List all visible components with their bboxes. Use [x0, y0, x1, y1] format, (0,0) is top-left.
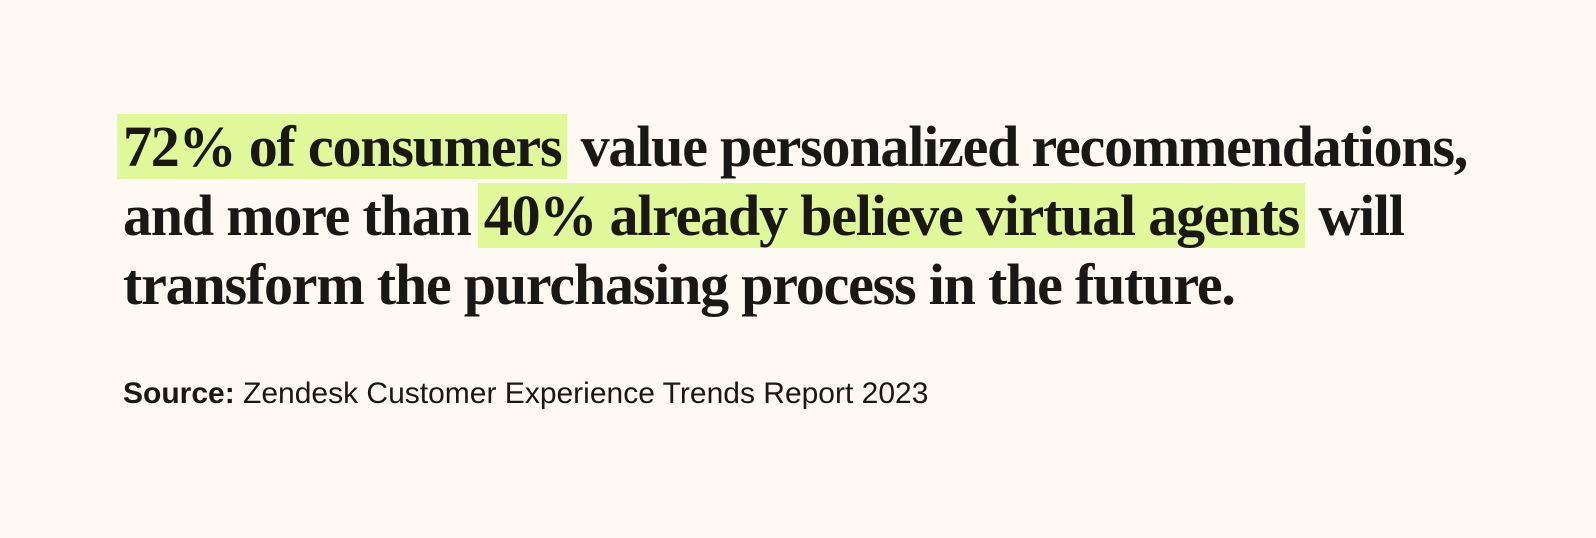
source-citation: Source: Zendesk Customer Experience Tren…	[123, 376, 928, 412]
quote-text-2: will transform the purchasing process in…	[123, 183, 1405, 317]
source-label: Source:	[123, 377, 235, 410]
highlight-40-percent: 40% already believe virtual agents	[477, 183, 1305, 248]
quote-text-1: value personalized recommendations, and …	[123, 114, 1468, 248]
source-text: Zendesk Customer Experience Trends Repor…	[234, 377, 929, 410]
highlight-72-percent: 72% of consumers	[117, 114, 568, 179]
statistic-quote: 72% of consumers value personalized reco…	[117, 112, 1523, 319]
